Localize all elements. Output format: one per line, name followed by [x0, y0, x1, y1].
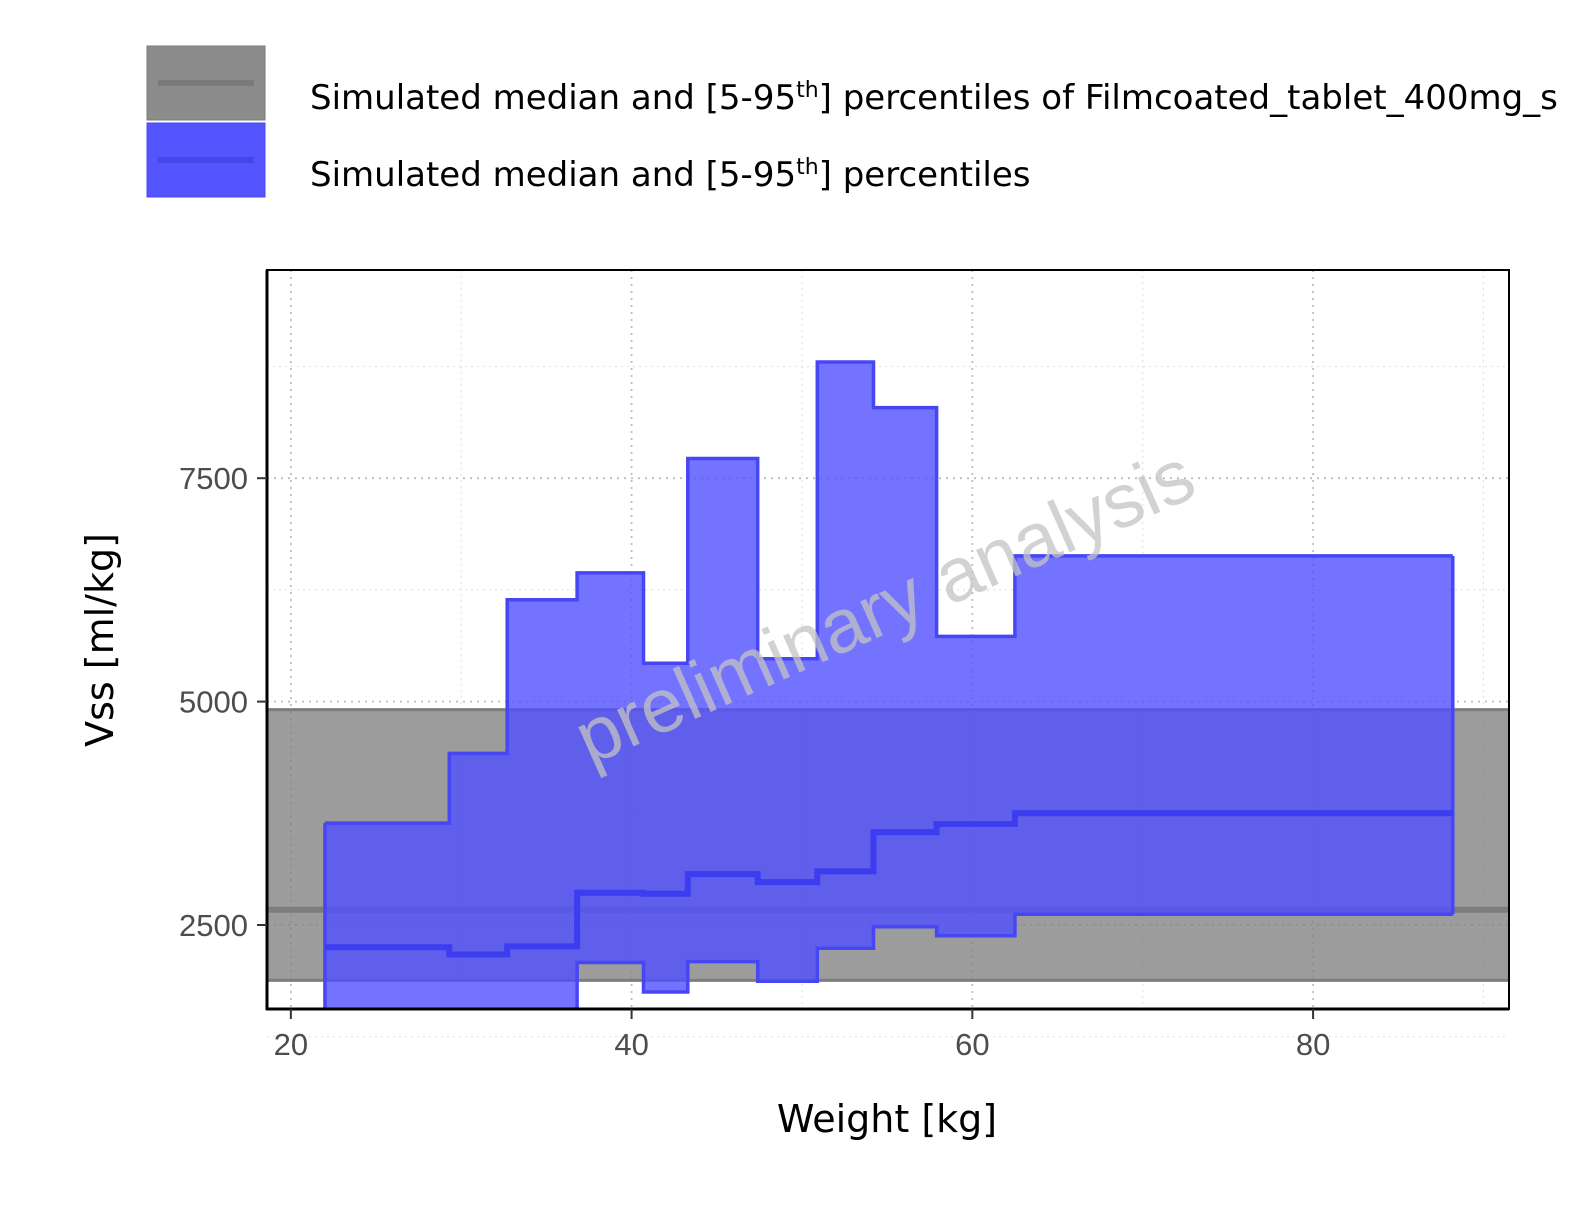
simulated-band: [324, 362, 1453, 1009]
x-tick-label-0: 20: [274, 1027, 308, 1062]
y-tick-label-0: 2500: [179, 908, 248, 943]
simulated-upper-line: [324, 360, 1453, 825]
axes: [257, 269, 1510, 1019]
legend-label-simulated: Simulated median and [5-95th] percentile…: [310, 155, 1030, 196]
simulated-lower-line: [575, 912, 1453, 1009]
y-tick-label-2: 7500: [179, 461, 248, 496]
legend-label-simulated-sup: th: [796, 155, 819, 180]
x-tick-label-2: 60: [955, 1027, 989, 1062]
y-axis-title: Vss [ml/kg]: [78, 533, 122, 747]
legend-item-reference: Simulated median and [5-95th] percentile…: [146, 45, 1558, 121]
y-tick-label-1: 5000: [179, 685, 248, 720]
x-axis-title: Weight [kg]: [777, 1097, 997, 1141]
simulated-median-line: [324, 810, 1453, 958]
x-tick-label-3: 80: [1296, 1027, 1330, 1062]
legend-label-reference-sup: th: [796, 78, 819, 103]
legend: Simulated median and [5-95th] percentile…: [146, 45, 1558, 198]
data-layer: [267, 360, 1509, 1009]
legend-label-reference: Simulated median and [5-95th] percentile…: [310, 78, 1558, 119]
tick-labels: 20 40 60 80 2500 5000 7500: [179, 461, 1330, 1062]
x-tick-label-1: 40: [614, 1027, 648, 1062]
legend-item-simulated: Simulated median and [5-95th] percentile…: [146, 122, 1030, 198]
